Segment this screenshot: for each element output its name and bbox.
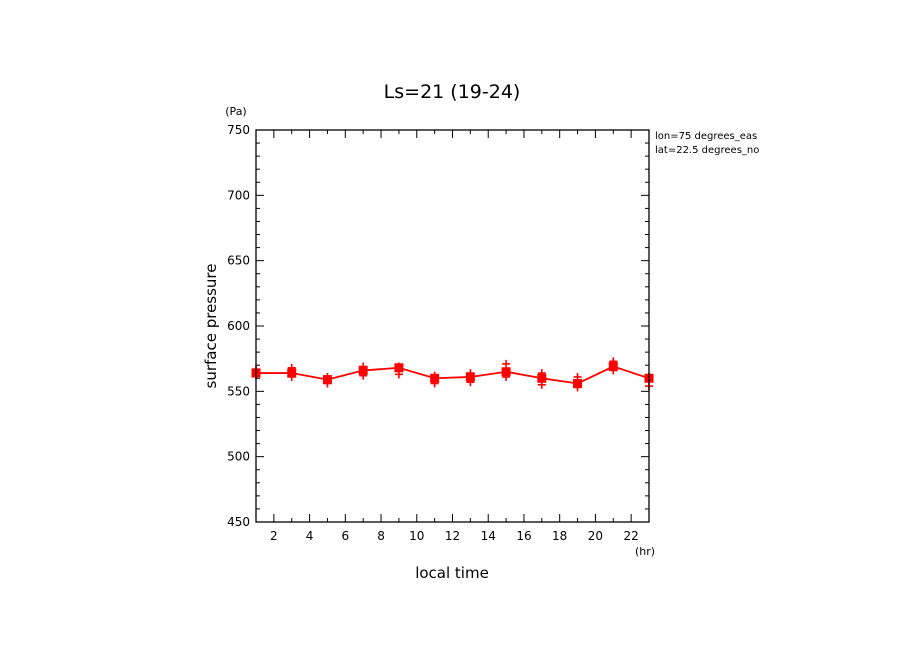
series-marker bbox=[322, 375, 332, 385]
x-tick-label: 2 bbox=[270, 529, 278, 543]
series-marker bbox=[501, 367, 511, 377]
y-tick-label: 650 bbox=[227, 254, 250, 268]
scatter-point bbox=[502, 359, 511, 368]
annotation-lon: lon=75 degrees_eas bbox=[655, 131, 757, 142]
x-tick-label: 16 bbox=[516, 529, 531, 543]
x-tick-label: 6 bbox=[341, 529, 349, 543]
y-tick-label: 450 bbox=[227, 515, 250, 529]
plot-frame bbox=[255, 129, 650, 523]
series-marker bbox=[573, 378, 583, 388]
y-axis-title: surface pressure bbox=[202, 264, 220, 389]
series-marker bbox=[287, 368, 297, 378]
y-tick-label: 600 bbox=[227, 319, 250, 333]
x-tick-label: 10 bbox=[409, 529, 424, 543]
x-tick-label: 12 bbox=[445, 529, 460, 543]
y-tick-label: 700 bbox=[227, 188, 250, 202]
x-tick-label: 18 bbox=[552, 529, 567, 543]
series-marker bbox=[608, 362, 618, 372]
series-marker bbox=[430, 373, 440, 383]
series-marker bbox=[537, 373, 547, 383]
series-marker bbox=[465, 372, 475, 382]
x-tick-label: 22 bbox=[623, 529, 638, 543]
series-marker bbox=[358, 365, 368, 375]
y-tick-label: 550 bbox=[227, 384, 250, 398]
series-marker bbox=[394, 363, 404, 373]
x-tick-label: 20 bbox=[588, 529, 603, 543]
x-tick-label: 8 bbox=[377, 529, 385, 543]
x-tick-label: 14 bbox=[481, 529, 496, 543]
y-tick-label: 500 bbox=[227, 450, 250, 464]
series-line bbox=[256, 365, 650, 385]
x-tick-label: 4 bbox=[306, 529, 314, 543]
axis-ticks: 450 500 550 600 650 700 750 2 4 6 8 10 12 14 16 18 20 22 bbox=[227, 123, 650, 543]
data-layer bbox=[251, 357, 654, 392]
chart-title: Ls=21 (19-24) bbox=[384, 81, 521, 103]
annotation-lat: lat=22.5 degrees_no bbox=[655, 145, 759, 156]
x-axis-title: local time bbox=[415, 564, 489, 582]
y-tick-label: 750 bbox=[227, 123, 250, 137]
y-unit-label: (Pa) bbox=[225, 105, 246, 118]
x-unit-label: (hr) bbox=[635, 545, 655, 558]
